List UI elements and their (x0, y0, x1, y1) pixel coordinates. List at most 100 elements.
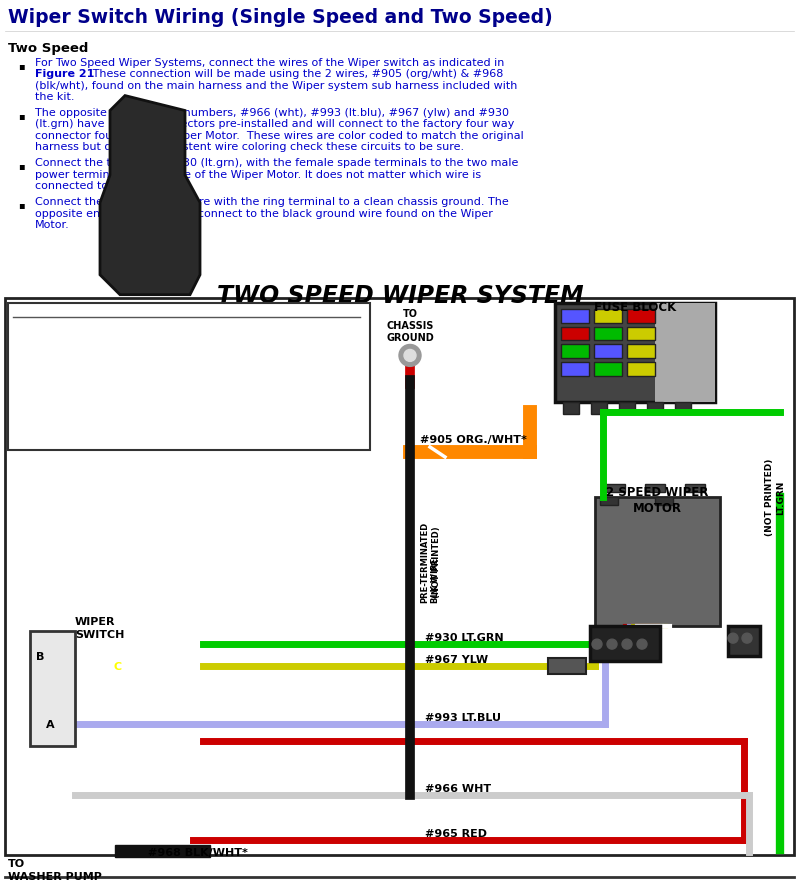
Circle shape (622, 640, 632, 649)
Bar (594, 309, 622, 323)
Text: Two Speed: Two Speed (8, 42, 89, 55)
Bar (5, 299, 794, 855)
Text: #968 BLK/WHT*: #968 BLK/WHT* (148, 847, 248, 858)
Text: F: F (308, 400, 315, 414)
Bar (605, 485, 625, 493)
Text: FUSE BLOCK: FUSE BLOCK (594, 300, 676, 314)
Bar (590, 626, 660, 661)
Text: Wiper Motor "Park": Wiper Motor "Park" (18, 337, 130, 350)
Text: Figure 21: Figure 21 (35, 69, 94, 79)
Bar (561, 309, 589, 323)
Text: connected to each tab.: connected to each tab. (35, 181, 164, 191)
Bar (627, 345, 655, 359)
Text: ▪: ▪ (18, 200, 25, 210)
Text: * found in the harness and not the wiper pigtail: * found in the harness and not the wiper… (16, 436, 263, 446)
Text: B+ From Fuse Block: B+ From Fuse Block (18, 369, 135, 382)
Bar (115, 845, 210, 858)
Text: WIPER
SWITCH: WIPER SWITCH (75, 617, 125, 639)
Bar (595, 497, 720, 626)
Circle shape (592, 640, 602, 649)
Text: 965 Red: 965 Red (168, 416, 217, 430)
Bar (563, 403, 579, 415)
Bar (655, 497, 673, 505)
Text: F: F (114, 691, 121, 701)
Bar (591, 403, 607, 415)
Text: Designation: Designation (18, 303, 97, 316)
Bar (561, 363, 589, 377)
Text: TO
WASHER PUMP: TO WASHER PUMP (8, 859, 102, 881)
Bar (548, 658, 586, 674)
Text: B: B (308, 337, 316, 350)
Text: For Two Speed Wiper Systems, connect the wires of the Wiper switch as indicated : For Two Speed Wiper Systems, connect the… (35, 58, 504, 67)
Text: G: G (117, 736, 126, 746)
Text: power terminals on the side of the Wiper Motor. It does not matter which wire is: power terminals on the side of the Wiper… (35, 169, 481, 180)
Text: #993 LT.BLU: #993 LT.BLU (425, 712, 501, 722)
Bar (594, 345, 622, 359)
Bar (675, 403, 691, 415)
Text: Terminal: Terminal (308, 303, 365, 316)
Text: Wiper Washer Motor: Wiper Washer Motor (18, 400, 138, 414)
Text: 905 Org/Wht*: 905 Org/Wht* (168, 369, 249, 382)
Bar (728, 626, 760, 657)
Text: Wiper Motor "B+": Wiper Motor "B+" (18, 385, 123, 398)
Text: Wiper Motor "Low": Wiper Motor "Low" (18, 416, 128, 430)
Circle shape (742, 633, 752, 643)
Text: (NOT PRINTED): (NOT PRINTED) (432, 526, 441, 598)
Text: #966 WHT: #966 WHT (425, 783, 491, 794)
Text: 968 Blk/Wht*: 968 Blk/Wht* (168, 400, 246, 414)
Text: G: G (308, 416, 317, 430)
Text: Wiper Switch Wiring (Single Speed and Two Speed): Wiper Switch Wiring (Single Speed and Tw… (8, 8, 553, 27)
Text: 930 Lt.Grn: 930 Lt.Grn (168, 385, 230, 398)
Circle shape (637, 640, 647, 649)
Text: B: B (36, 651, 44, 661)
Text: The opposite ends of Wire numbers, #966 (wht), #993 (lt.blu), #967 (ylw) and #93: The opposite ends of Wire numbers, #966 … (35, 108, 509, 118)
Text: Motor.: Motor. (35, 220, 70, 229)
Polygon shape (100, 97, 200, 295)
Text: connector found on the Wiper Motor.  These wires are color coded to match the or: connector found on the Wiper Motor. Thes… (35, 131, 524, 141)
Text: #930 LT.GRN: #930 LT.GRN (425, 633, 503, 642)
Bar (627, 363, 655, 377)
Text: A: A (308, 322, 316, 334)
Text: 967 Ylw: 967 Ylw (168, 353, 214, 366)
Text: TO
CHASSIS
GROUND: TO CHASSIS GROUND (386, 308, 434, 343)
Text: (blk/wht), found on the main harness and the Wiper system sub harness included w: (blk/wht), found on the main harness and… (35, 81, 518, 90)
Text: ▪: ▪ (18, 161, 25, 171)
Bar (594, 327, 622, 341)
Text: Painless Wire Color: Painless Wire Color (168, 303, 296, 316)
Text: D: D (188, 602, 197, 611)
Bar (30, 632, 75, 746)
Bar (594, 363, 622, 377)
Text: ▪: ▪ (18, 60, 25, 71)
Text: Wiper Motor "High": Wiper Motor "High" (18, 353, 132, 366)
Text: E: E (308, 385, 316, 398)
Text: A: A (46, 719, 54, 729)
Bar (645, 485, 665, 493)
Text: #965 RED: #965 RED (425, 828, 487, 838)
Text: Wiper Motor "Park": Wiper Motor "Park" (18, 322, 130, 334)
Text: Connect the two wires, #930 (lt.grn), with the female spade terminals to the two: Connect the two wires, #930 (lt.grn), wi… (35, 158, 519, 168)
Bar (600, 497, 618, 505)
Text: TWO SPEED WIPER SYSTEM: TWO SPEED WIPER SYSTEM (217, 284, 583, 307)
Bar (685, 485, 705, 493)
Circle shape (404, 350, 416, 362)
Bar (655, 303, 715, 403)
Text: E: E (114, 640, 121, 649)
Text: #967 YLW: #967 YLW (425, 654, 488, 664)
Text: ▪: ▪ (18, 111, 25, 120)
Circle shape (607, 640, 617, 649)
Bar (627, 309, 655, 323)
Bar (555, 303, 715, 403)
Bar (619, 403, 635, 415)
Text: .  These connection will be made using the 2 wires, #905 (org/wht) & #968: . These connection will be made using th… (82, 69, 503, 79)
Text: 2 SPEED WIPER
MOTOR: 2 SPEED WIPER MOTOR (606, 486, 709, 514)
Text: C: C (308, 353, 316, 366)
Text: 993 Lt.Blu: 993 Lt.Blu (168, 322, 229, 334)
Bar (561, 327, 589, 341)
Text: #905 ORG./WHT*: #905 ORG./WHT* (420, 434, 527, 445)
Bar (627, 327, 655, 341)
Bar (647, 403, 663, 415)
Circle shape (728, 633, 738, 643)
Text: D: D (308, 369, 317, 382)
Text: opposite end of this wire will connect to the black ground wire found on the Wip: opposite end of this wire will connect t… (35, 208, 493, 218)
Text: Connect the remaining blk wire with the ring terminal to a clean chassis ground.: Connect the remaining blk wire with the … (35, 197, 509, 207)
